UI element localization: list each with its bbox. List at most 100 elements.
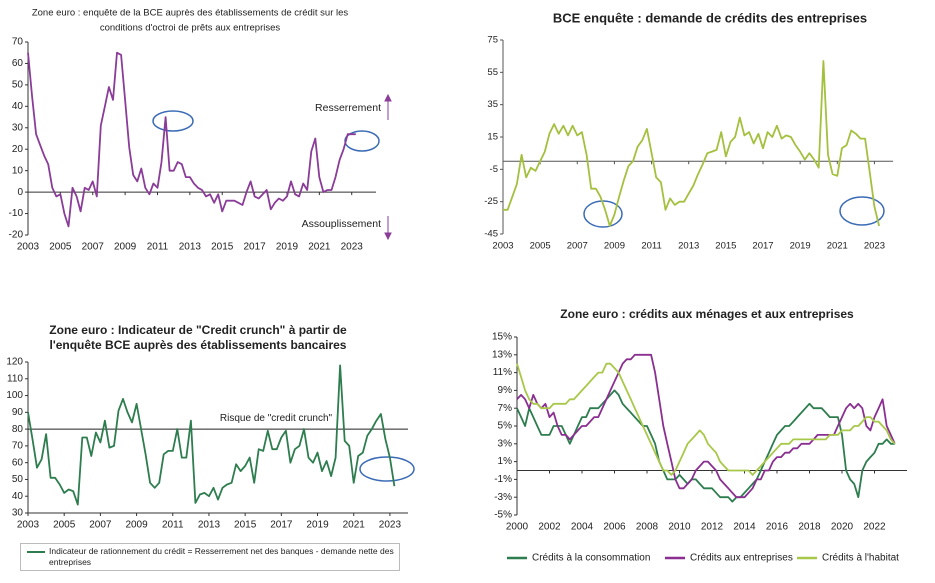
- x-tick-label: 2000: [506, 522, 529, 533]
- series-line: [503, 60, 880, 227]
- x-tick-label: 2011: [162, 520, 184, 531]
- y-tick-label: -5%: [494, 510, 512, 521]
- x-tick-label: 2009: [125, 520, 148, 531]
- chart-title: l'enquête BCE auprès des établissements …: [50, 338, 347, 352]
- x-tick-label: 2013: [678, 241, 699, 252]
- y-tick-label: 55: [487, 67, 498, 78]
- x-tick-label: 2011: [641, 241, 661, 252]
- highlight: [152, 110, 194, 132]
- x-tick-label: 2023: [341, 242, 364, 253]
- x-tick-label: 2010: [668, 522, 691, 533]
- series-line: [516, 362, 896, 476]
- x-tick-label: 2021: [343, 520, 366, 531]
- y-tick-label: 30: [12, 122, 24, 133]
- arrow-head: [384, 93, 392, 102]
- legend-label: Crédits à l'habitat: [822, 553, 899, 564]
- y-tick-label: 15%: [492, 332, 512, 343]
- highlight: [359, 456, 415, 482]
- y-tick-label: 40: [12, 491, 24, 502]
- x-tick-label: 2016: [766, 522, 789, 533]
- x-tick-label: 2009: [114, 242, 137, 253]
- y-tick-label: 10: [12, 165, 24, 176]
- y-tick-label: 100: [6, 390, 23, 401]
- series-line: [516, 389, 895, 503]
- y-tick-label: 50: [12, 80, 24, 91]
- x-tick-label: 2015: [211, 242, 234, 253]
- y-tick-label: 5%: [498, 421, 513, 432]
- y-tick-label: -1%: [494, 474, 512, 485]
- y-tick-label: 70: [12, 37, 24, 48]
- series-line: [27, 51, 356, 228]
- y-tick-label: 30: [12, 508, 24, 519]
- y-tick-label: 60: [12, 58, 24, 69]
- x-tick-label: 2002: [538, 522, 561, 533]
- x-tick-label: 2003: [492, 241, 513, 252]
- x-tick-label: 2015: [715, 241, 736, 252]
- y-tick-label: -10: [9, 208, 24, 219]
- x-tick-label: 2008: [636, 522, 659, 533]
- x-tick-label: 2007: [82, 242, 105, 253]
- x-tick-label: 2019: [306, 520, 329, 531]
- highlight: [583, 200, 623, 228]
- legend-label: Crédits à la consommation: [532, 553, 650, 564]
- x-tick-label: 2023: [379, 520, 402, 531]
- x-tick-label: 2005: [530, 241, 551, 252]
- y-tick-label: 35: [487, 99, 498, 110]
- y-tick-label: 15: [487, 132, 498, 143]
- y-tick-label: -5: [490, 164, 498, 175]
- annotation: Assouplissement: [302, 218, 381, 230]
- x-tick-label: 2013: [198, 520, 221, 531]
- chart-title: conditions d'octroi de prêts aux entrepr…: [100, 23, 281, 34]
- x-tick-label: 2006: [603, 522, 626, 533]
- y-tick-label: 7%: [498, 403, 513, 414]
- x-tick-label: 2007: [89, 520, 112, 531]
- y-tick-label: 90: [12, 407, 24, 418]
- y-tick-label: -25: [484, 196, 498, 207]
- y-tick-label: 40: [12, 101, 24, 112]
- x-tick-label: 2004: [571, 522, 594, 533]
- highlight: [839, 196, 885, 226]
- legend-label: Crédits aux entreprises: [690, 553, 793, 564]
- series-line: [516, 353, 896, 499]
- y-tick-label: 120: [6, 357, 23, 368]
- x-tick-label: 2005: [53, 520, 76, 531]
- chart-title: BCE enquête : demande de crédits des ent…: [553, 10, 867, 25]
- series-line: [27, 364, 396, 506]
- x-tick-label: 2007: [567, 241, 588, 252]
- legend-swatch: [27, 551, 45, 553]
- chart-title: Zone euro : crédits aux ménages et aux e…: [560, 307, 854, 321]
- arrow-head: [384, 232, 392, 241]
- x-tick-label: 2013: [179, 242, 202, 253]
- y-tick-label: 110: [7, 373, 23, 384]
- y-tick-label: 70: [12, 441, 24, 452]
- reference-label: Risque de "credit crunch": [220, 413, 333, 424]
- x-tick-label: 2020: [831, 522, 854, 533]
- x-tick-label: 2019: [790, 241, 811, 252]
- y-tick-label: 1%: [498, 456, 513, 467]
- x-tick-label: 2015: [234, 520, 257, 531]
- y-tick-label: 0: [17, 187, 23, 198]
- y-tick-label: 80: [12, 424, 24, 435]
- y-tick-label: 20: [12, 144, 24, 155]
- y-tick-label: 11%: [493, 367, 512, 378]
- x-tick-label: 2018: [798, 522, 821, 533]
- x-tick-label: 2021: [827, 241, 848, 252]
- annotation: Resserrement: [315, 102, 381, 114]
- x-tick-label: 2022: [863, 522, 886, 533]
- x-tick-label: 2017: [243, 242, 266, 253]
- x-tick-label: 2019: [276, 242, 299, 253]
- y-tick-label: 3%: [498, 438, 513, 449]
- chart-title: Zone euro : Indicateur de "Credit crunch…: [49, 323, 347, 337]
- x-tick-label: 2003: [17, 242, 40, 253]
- chart-title: Zone euro : enquête de la BCE auprès des…: [32, 8, 349, 19]
- x-tick-label: 2011: [147, 242, 169, 253]
- y-tick-label: 75: [487, 35, 498, 46]
- arrows: [384, 93, 392, 241]
- x-tick-label: 2014: [733, 522, 756, 533]
- y-tick-label: 60: [12, 457, 24, 468]
- x-tick-label: 2005: [49, 242, 72, 253]
- x-tick-label: 2009: [604, 241, 625, 252]
- x-tick-label: 2003: [17, 520, 40, 531]
